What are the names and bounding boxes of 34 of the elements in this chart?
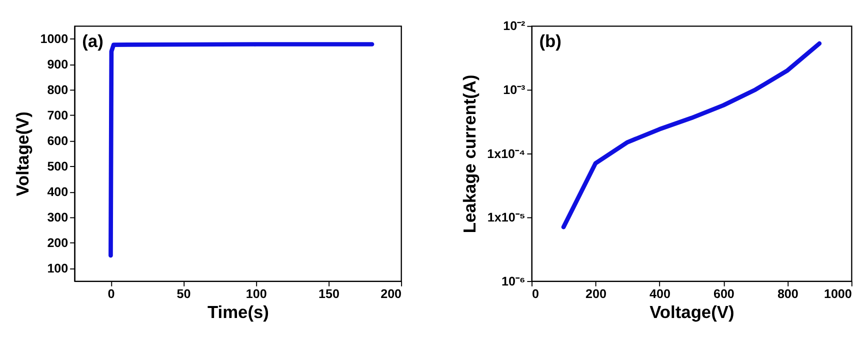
y-axis-title: Voltage(V): [12, 112, 33, 196]
y-tick-label: 200: [47, 236, 68, 250]
x-tick-label: 0: [532, 286, 540, 301]
line-series: [561, 41, 822, 230]
annotation: (b): [539, 31, 562, 52]
y-tick-label: 300: [47, 210, 68, 225]
y-tick-label: 10⁻²: [503, 19, 526, 34]
line-series: [108, 42, 374, 258]
x-tick-label: 1000: [824, 286, 852, 301]
y-tick-label: 400: [47, 185, 68, 200]
y-tick-label: 1000: [40, 32, 68, 46]
y-tick-label: 900: [47, 58, 68, 72]
y-tick-label: 600: [47, 134, 68, 148]
x-tick-label: 200: [380, 286, 402, 301]
x-axis-title: Time(s): [207, 302, 269, 322]
annotation: (a): [82, 31, 104, 52]
y-tick-label: 700: [47, 108, 68, 123]
x-tick-label: 400: [649, 286, 670, 301]
y-tick-label: 1x10⁻⁴: [487, 146, 526, 161]
x-tick-label: 600: [713, 286, 734, 301]
y-tick-label: 10⁻³: [503, 83, 526, 98]
x-tick-label: 150: [318, 286, 340, 301]
y-tick-label: 800: [47, 83, 68, 98]
y-tick-label: 10⁻⁶: [502, 274, 526, 288]
y-axis-title: Leakage current(A): [460, 74, 480, 234]
x-tick-label: 100: [246, 286, 267, 301]
x-tick-label: 50: [176, 286, 191, 301]
y-tick-label: 1x10⁻⁵: [487, 210, 526, 225]
x-tick-label: 0: [108, 286, 115, 301]
y-tick-label: 100: [47, 262, 68, 276]
x-tick-label: 200: [586, 286, 606, 301]
y-tick-label: 500: [47, 160, 68, 174]
x-axis-title: Voltage(V): [650, 302, 734, 322]
x-tick-label: 800: [777, 286, 798, 301]
